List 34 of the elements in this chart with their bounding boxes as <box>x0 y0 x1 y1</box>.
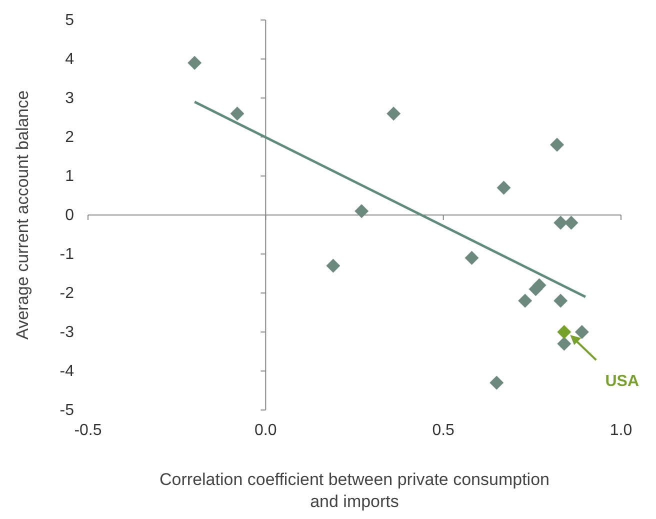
y-tick-label: -2 <box>60 285 74 302</box>
point <box>554 216 568 230</box>
point <box>554 294 568 308</box>
x-tick-label: 0.5 <box>432 422 455 439</box>
y-tick-label: -1 <box>60 246 74 263</box>
point <box>496 180 511 195</box>
point <box>490 376 504 390</box>
x-tick-label: -0.5 <box>74 422 102 439</box>
point <box>564 216 578 230</box>
y-tick-label: -5 <box>60 402 74 419</box>
point <box>550 138 564 152</box>
point <box>518 294 532 308</box>
y-tick-label: 0 <box>65 207 74 224</box>
point <box>354 204 369 218</box>
point <box>557 336 572 351</box>
x-tick-label: 1.0 <box>610 422 632 439</box>
y-tick-label: 4 <box>65 51 74 68</box>
x-axis-title: Correlation coefficient between private consumption and imports <box>160 470 550 511</box>
text: USA <box>605 373 640 390</box>
y-axis-title: Average current account balance <box>13 90 32 340</box>
point <box>230 106 244 121</box>
y-tick-label: -4 <box>60 363 74 380</box>
point <box>188 56 202 70</box>
x-tick-label: 0.0 <box>254 422 277 439</box>
point <box>557 325 572 339</box>
point <box>464 250 479 265</box>
point <box>386 106 401 121</box>
y-tick-label: 5 <box>65 12 74 29</box>
y-tick-label: 3 <box>65 90 74 107</box>
point <box>574 325 589 339</box>
point <box>326 258 340 273</box>
y-tick-label: -3 <box>60 324 74 341</box>
y-tick-label: 1 <box>65 168 74 185</box>
y-tick-label: 2 <box>65 129 74 146</box>
